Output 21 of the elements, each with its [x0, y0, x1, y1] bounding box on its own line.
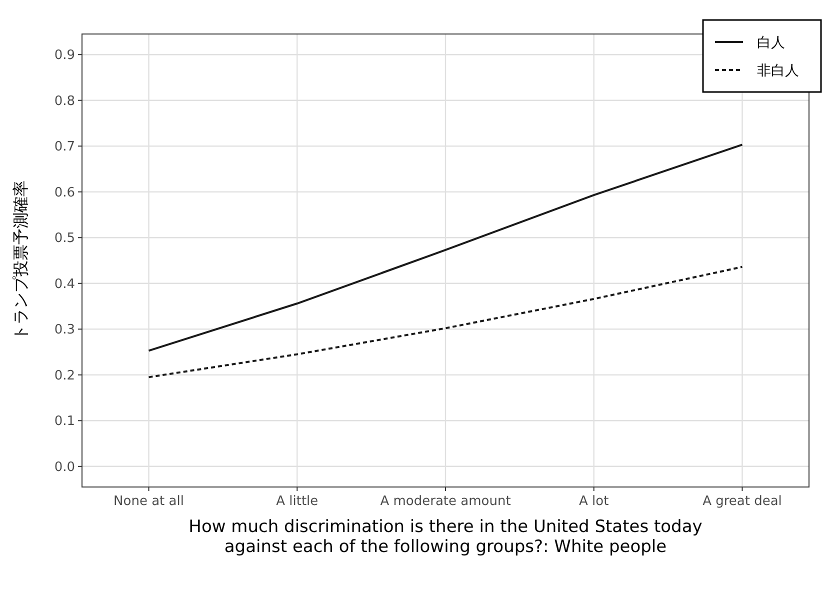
x-tick-label: A moderate amount — [380, 494, 511, 509]
y-tick-label: 0.5 — [54, 231, 75, 246]
x-axis-title: How much discrimination is there in the United States today against each of the following groups?: White people — [188, 517, 702, 557]
y-tick-label: 0.2 — [54, 368, 75, 384]
y-tick-label: 0.1 — [54, 414, 75, 430]
x-tick-label: None at all — [114, 494, 184, 509]
y-tick-label: 0.6 — [54, 185, 75, 200]
line-series — [148, 266, 744, 378]
y-tick-label: 0.9 — [54, 48, 75, 64]
y-tick-label: 0.8 — [54, 94, 75, 109]
x-tick-label: A little — [276, 494, 318, 509]
x-tick-label: A great deal — [702, 494, 782, 509]
line-series — [148, 144, 744, 352]
legend-label: 非白人 — [757, 62, 799, 79]
y-tick-label: 0.3 — [54, 322, 75, 338]
y-tick-label: 0.0 — [54, 460, 75, 475]
y-axis-title: トランプ投票予測確率 — [11, 180, 30, 340]
x-tick-label: A lot — [579, 494, 609, 509]
y-tick-label: 0.4 — [54, 276, 75, 292]
legend-label: 白人 — [757, 34, 785, 51]
y-tick-label: 0.7 — [54, 140, 75, 155]
